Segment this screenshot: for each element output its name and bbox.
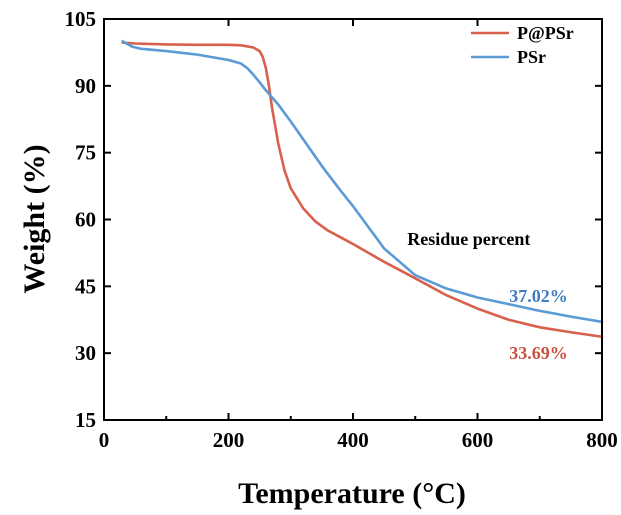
x-tick-label-200: 200 (213, 428, 245, 452)
x-tick-label-0: 0 (99, 428, 110, 452)
x-axis-title: Temperature (°C) (238, 477, 466, 510)
y-axis-title: Weight (%) (18, 144, 51, 293)
legend-label-p-psr: P@PSr (517, 23, 574, 43)
y-tick-label-45: 45 (75, 274, 96, 298)
y-tick-label-15: 15 (75, 408, 96, 432)
x-tick-label-600: 600 (462, 428, 494, 452)
annotations: Residue percent 37.02% 33.69% (407, 229, 568, 363)
y-tick-label-60: 60 (75, 208, 96, 232)
series-layer (121, 39, 604, 339)
annotation-1: 37.02% (509, 286, 568, 306)
y-tick-label-30: 30 (75, 341, 96, 365)
series-line-p-psr (121, 41, 604, 339)
x-tick-label-800: 800 (586, 428, 618, 452)
series-line-psr (121, 39, 604, 324)
legend: P@PSr PSr (471, 23, 574, 67)
ticks-layer: 0 200 400 600 800 15 30 45 60 75 90 105 (65, 7, 618, 452)
y-tick-label-90: 90 (75, 74, 96, 98)
legend-label-psr: PSr (517, 47, 546, 67)
y-tick-label-105: 105 (65, 7, 97, 31)
annotation-2: 33.69% (509, 343, 568, 363)
x-tick-label-400: 400 (337, 428, 369, 452)
y-tick-label-75: 75 (75, 141, 96, 165)
annotation-0: Residue percent (407, 229, 530, 249)
